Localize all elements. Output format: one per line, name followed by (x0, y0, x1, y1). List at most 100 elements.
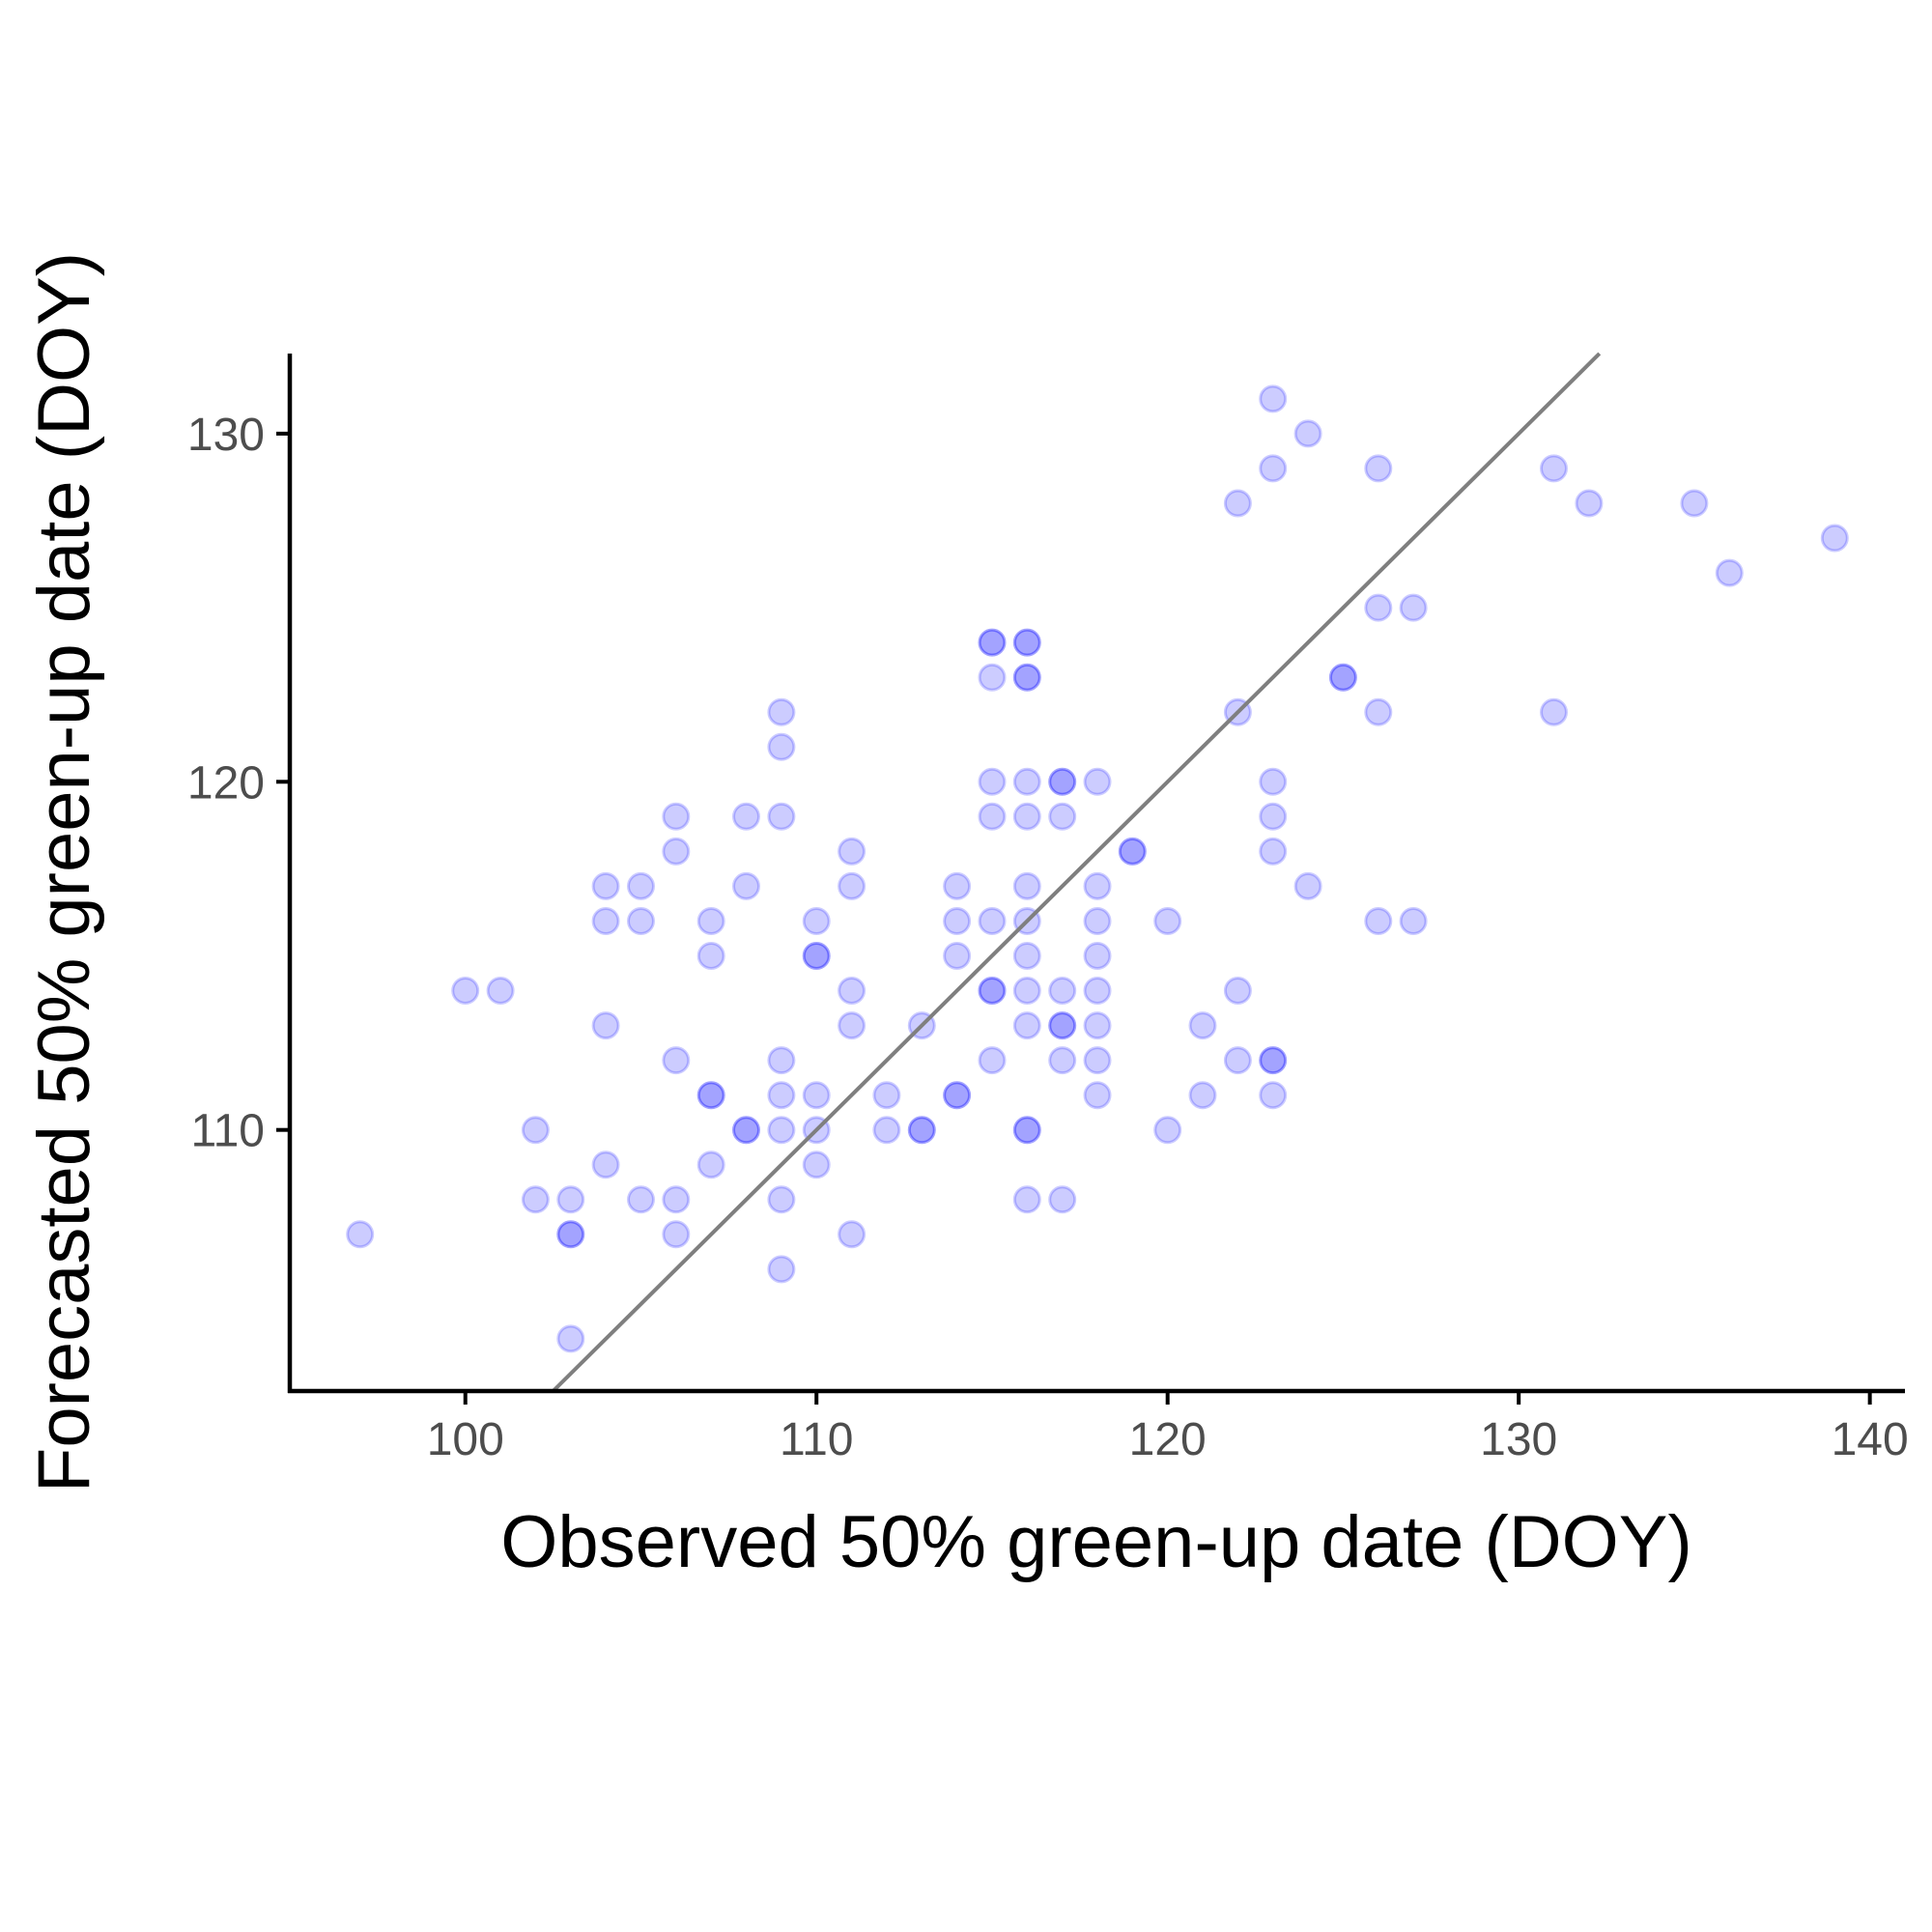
scatter-point (1048, 767, 1077, 796)
scatter-point (627, 871, 655, 900)
scatter-point (1083, 1046, 1112, 1075)
scatter-point (802, 907, 831, 935)
scatter-point (556, 1185, 585, 1214)
points-layer (346, 384, 1849, 1353)
scatter-point (1364, 697, 1393, 726)
scatter-point (1259, 1046, 1288, 1075)
scatter-point (1328, 663, 1357, 692)
scatter-point (978, 977, 1007, 1005)
scatter-point (696, 942, 725, 970)
y-tick-label: 110 (190, 1106, 265, 1157)
scatter-point (802, 942, 831, 970)
scatter-point (767, 802, 796, 831)
scatter-point (943, 871, 972, 900)
scatter-point (556, 1324, 585, 1353)
scatter-point (1575, 489, 1604, 518)
scatter-point (978, 628, 1007, 657)
x-tick-label: 130 (1480, 1414, 1557, 1465)
scatter-point (662, 837, 691, 866)
scatter-point (627, 1185, 655, 1214)
scatter-point (1188, 1081, 1217, 1110)
scatter-point (1083, 1081, 1112, 1110)
scatter-point (732, 1116, 760, 1145)
scatter-point (978, 663, 1007, 692)
scatter-point (1259, 1046, 1288, 1075)
scatter-point (1259, 384, 1288, 413)
scatter-point (591, 907, 620, 935)
scatter-point (1259, 802, 1288, 831)
scatter-point (627, 907, 655, 935)
scatter-point (978, 977, 1007, 1005)
scatter-point (767, 1081, 796, 1110)
y-tick-label: 120 (187, 757, 265, 809)
scatter-point (451, 977, 480, 1005)
x-axis-ticks: 100 110 120 130 140 (427, 1391, 1909, 1465)
scatter-point (486, 977, 515, 1005)
scatter-point (696, 1151, 725, 1179)
scatter-point (872, 1081, 901, 1110)
scatter-point (1364, 454, 1393, 483)
scatter-point (1223, 1046, 1252, 1075)
scatter-point (767, 1185, 796, 1214)
scatter-point (943, 1081, 972, 1110)
scatter-point (767, 1046, 796, 1075)
scatter-point (1012, 977, 1041, 1005)
reference-line-1to1 (552, 352, 1602, 1393)
scatter-point (1153, 907, 1182, 935)
scatter-point (978, 907, 1007, 935)
scatter-point (838, 977, 867, 1005)
scatter-point (1012, 663, 1041, 692)
x-tick-label: 140 (1832, 1414, 1909, 1465)
scatter-point (1820, 524, 1849, 553)
scatter-point (1083, 767, 1112, 796)
scatter-point (1364, 593, 1393, 622)
scatter-point (696, 1081, 725, 1110)
scatter-point (732, 1116, 760, 1145)
scatter-point (767, 1116, 796, 1145)
scatter-point (1048, 767, 1077, 796)
scatter-point (591, 1011, 620, 1040)
scatter-point (1118, 837, 1147, 866)
scatter-point (1083, 871, 1112, 900)
scatter-point (1328, 663, 1357, 692)
scatter-point (1012, 767, 1041, 796)
scatter-point (943, 942, 972, 970)
scatter-point (978, 628, 1007, 657)
scatter-point (1223, 977, 1252, 1005)
scatter-point (1259, 1081, 1288, 1110)
scatter-point (591, 871, 620, 900)
scatter-point (1048, 1011, 1077, 1040)
scatter-point (907, 1116, 936, 1145)
scatter-point (1012, 942, 1041, 970)
y-axis-title: Forecasted 50% green-up date (DOY) (23, 252, 105, 1492)
x-axis-title: Observed 50% green-up date (DOY) (500, 1501, 1692, 1583)
scatter-point (662, 1185, 691, 1214)
scatter-point (1364, 907, 1393, 935)
scatter-point (1012, 871, 1041, 900)
scatter-point (1153, 1116, 1182, 1145)
scatter-point (767, 697, 796, 726)
scatter-point (838, 837, 867, 866)
scatter-point (1293, 871, 1322, 900)
scatter-point (1048, 1185, 1077, 1214)
scatter-point (1012, 628, 1041, 657)
scatter-point (767, 1255, 796, 1284)
scatter-point (838, 1220, 867, 1249)
scatter-point (1012, 1116, 1041, 1145)
scatter-point (767, 732, 796, 761)
scatter-point (346, 1220, 375, 1249)
scatter-point (556, 1220, 585, 1249)
scatter-point (591, 1151, 620, 1179)
scatter-point (1399, 907, 1428, 935)
scatter-point (1680, 489, 1709, 518)
scatter-point (802, 1151, 831, 1179)
scatter-point (732, 802, 760, 831)
scatter-point (1259, 767, 1288, 796)
scatter-point (802, 942, 831, 970)
scatter-point (1118, 837, 1147, 866)
x-tick-label: 110 (780, 1414, 854, 1465)
scatter-point (872, 1116, 901, 1145)
scatter-point (521, 1116, 550, 1145)
scatter-point (838, 1011, 867, 1040)
x-tick-label: 120 (1129, 1414, 1207, 1465)
